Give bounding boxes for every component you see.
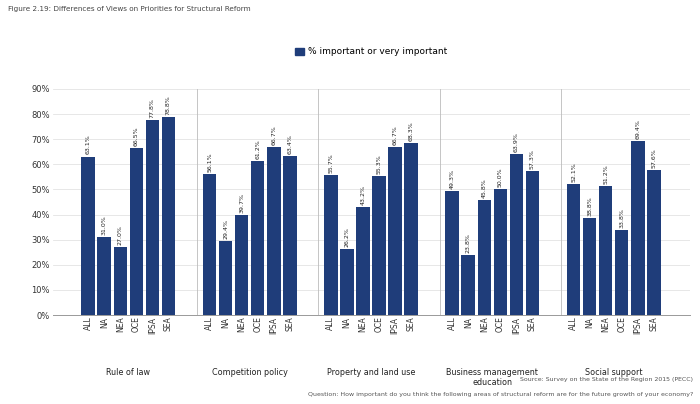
Text: 51.2%: 51.2% xyxy=(603,165,608,184)
Text: 77.8%: 77.8% xyxy=(150,98,155,118)
Bar xyxy=(324,175,337,315)
Bar xyxy=(510,154,523,315)
Legend: % important or very important: % important or very important xyxy=(291,44,451,60)
Text: 63.1%: 63.1% xyxy=(86,135,91,154)
Bar xyxy=(162,117,175,315)
Text: 69.4%: 69.4% xyxy=(635,119,640,139)
Bar xyxy=(445,191,459,315)
Bar xyxy=(146,120,159,315)
Text: 27.0%: 27.0% xyxy=(118,225,122,245)
Bar xyxy=(81,156,95,315)
Text: 29.4%: 29.4% xyxy=(223,219,228,239)
Bar xyxy=(567,184,580,315)
Bar xyxy=(356,206,370,315)
Text: Social support: Social support xyxy=(585,368,643,377)
Text: 56.1%: 56.1% xyxy=(207,152,212,172)
Bar xyxy=(283,156,297,315)
Bar xyxy=(631,141,645,315)
Text: 66.5%: 66.5% xyxy=(134,126,139,146)
Text: 39.7%: 39.7% xyxy=(239,193,244,213)
Text: Figure 2.19: Differences of Views on Priorities for Structural Reform: Figure 2.19: Differences of Views on Pri… xyxy=(8,6,251,12)
Text: 23.8%: 23.8% xyxy=(466,234,471,253)
Text: 31.0%: 31.0% xyxy=(102,215,107,235)
Text: 55.7%: 55.7% xyxy=(328,154,333,173)
Text: Source: Survey on the State of the Region 2015 (PECC): Source: Survey on the State of the Regio… xyxy=(520,377,693,382)
Bar xyxy=(583,218,596,315)
Bar xyxy=(267,147,281,315)
Text: 68.3%: 68.3% xyxy=(409,122,414,141)
Text: 66.7%: 66.7% xyxy=(393,126,398,145)
Text: 49.3%: 49.3% xyxy=(450,169,455,189)
Text: 33.8%: 33.8% xyxy=(620,208,624,228)
Bar xyxy=(615,230,629,315)
Bar xyxy=(389,147,402,315)
Text: 57.6%: 57.6% xyxy=(651,149,656,168)
Bar xyxy=(219,241,232,315)
Bar xyxy=(340,249,354,315)
Bar xyxy=(203,174,216,315)
Bar xyxy=(477,200,491,315)
Bar xyxy=(130,148,144,315)
Bar xyxy=(598,186,612,315)
Bar xyxy=(494,189,508,315)
Text: 38.8%: 38.8% xyxy=(587,196,592,216)
Bar xyxy=(113,247,127,315)
Bar xyxy=(461,255,475,315)
Text: 78.8%: 78.8% xyxy=(166,95,171,115)
Text: 52.1%: 52.1% xyxy=(571,162,576,182)
Text: 63.9%: 63.9% xyxy=(514,133,519,152)
Bar xyxy=(97,237,111,315)
Text: 55.3%: 55.3% xyxy=(377,154,382,174)
Text: Business management
education: Business management education xyxy=(447,368,538,387)
Bar xyxy=(372,176,386,315)
Text: Competition policy: Competition policy xyxy=(211,368,288,377)
Text: Rule of law: Rule of law xyxy=(106,368,150,377)
Text: Property and land use: Property and land use xyxy=(327,368,415,377)
Bar xyxy=(251,161,265,315)
Text: 63.4%: 63.4% xyxy=(287,134,292,154)
Bar xyxy=(526,171,539,315)
Text: 26.2%: 26.2% xyxy=(344,227,349,247)
Text: 57.3%: 57.3% xyxy=(530,149,535,169)
Text: 61.2%: 61.2% xyxy=(256,139,260,159)
Bar xyxy=(234,215,248,315)
Text: 50.0%: 50.0% xyxy=(498,168,503,187)
Text: 43.2%: 43.2% xyxy=(360,185,365,204)
Text: 66.7%: 66.7% xyxy=(271,126,277,145)
Bar xyxy=(647,170,661,315)
Text: Question: How important do you think the following areas of structural reform ar: Question: How important do you think the… xyxy=(307,392,693,397)
Text: 45.8%: 45.8% xyxy=(482,178,486,198)
Bar xyxy=(405,143,418,315)
